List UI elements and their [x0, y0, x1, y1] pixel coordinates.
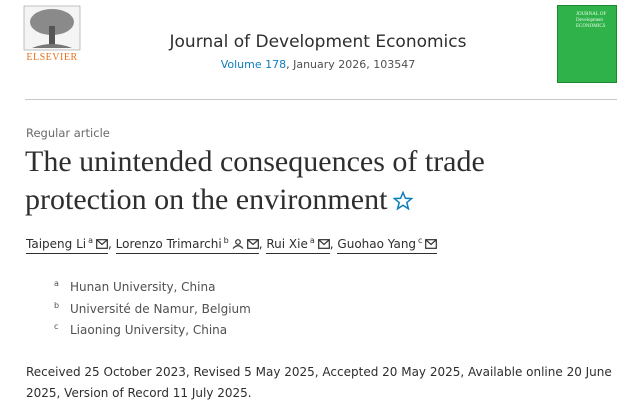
author[interactable]: Lorenzo Trimarchi b: [115, 236, 259, 254]
publisher-name: ELSEVIER: [26, 52, 78, 63]
affiliation: b Université de Namur, Belgium: [54, 301, 251, 316]
article-type: Regular article: [26, 126, 110, 140]
affiliation-key: c: [418, 236, 423, 245]
email-icon[interactable]: [425, 239, 438, 249]
publisher-logo[interactable]: [22, 4, 82, 68]
star-note[interactable]: [393, 191, 414, 211]
affiliation-name: Hunan University, China: [70, 280, 216, 294]
affiliation-key: b: [54, 300, 60, 310]
affiliation-name: Université de Namur, Belgium: [70, 301, 251, 316]
affiliation-key: b: [223, 236, 229, 245]
affiliation-key: a: [88, 236, 93, 245]
title-text: The unintended consequences of trade pro…: [25, 145, 485, 216]
history-dates: Received 25 October 2023, Revised 5 May …: [26, 365, 612, 400]
author[interactable]: Taipeng Li a: [26, 236, 108, 254]
affiliation-key: a: [309, 236, 315, 245]
author-name: Lorenzo Trimarchi: [115, 237, 222, 251]
journal-cover[interactable]: JOURNAL OF Development ECONOMICS: [557, 5, 617, 83]
author-separator: ,: [258, 237, 267, 251]
author[interactable]: Guohao Yang c: [337, 236, 438, 254]
author-name: Guohao Yang: [337, 237, 417, 251]
divider: [25, 99, 617, 100]
issue-line: Volume 178, January 2026, 103547: [100, 58, 536, 71]
article-title: The unintended consequences of trade pro…: [25, 143, 585, 219]
author[interactable]: Rui Xie a: [266, 236, 330, 254]
email-icon[interactable]: [246, 239, 259, 249]
journal-title[interactable]: Journal of Development Economics: [169, 32, 467, 52]
author-separator: ,: [108, 237, 116, 251]
author-list: Taipeng Li a, Lorenzo Trimarchi b, Rui Xie…: [26, 236, 438, 254]
person-icon[interactable]: [232, 239, 244, 249]
volume-link[interactable]: Volume 178: [220, 58, 287, 71]
email-icon[interactable]: [317, 239, 330, 249]
affiliation: c Liaoning University, China: [54, 322, 227, 337]
cover-title: JOURNAL OF Development ECONOMICS: [576, 12, 607, 29]
affiliation-key: c: [54, 322, 59, 331]
affiliation-name: Liaoning University, China: [70, 323, 228, 337]
author-name: Taipeng Li: [26, 237, 87, 251]
author-name: Rui Xie: [266, 237, 308, 251]
author-separator: ,: [329, 237, 338, 251]
affiliation-key: a: [54, 279, 59, 288]
affiliation: a Hunan University, China: [54, 279, 215, 294]
email-icon[interactable]: [96, 239, 108, 249]
issue-info: , January 2026, 103547: [286, 58, 416, 71]
